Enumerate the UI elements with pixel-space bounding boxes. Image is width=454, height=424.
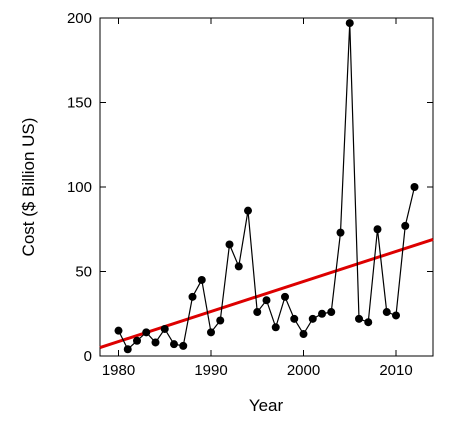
axis-ticks: 1980 1990 2000 2010 0 50 100 150 200 xyxy=(67,10,433,379)
data-point xyxy=(244,206,252,215)
x-tick-label: 1990 xyxy=(194,362,227,379)
y-tick-label: 200 xyxy=(67,10,92,27)
data-point xyxy=(271,323,280,332)
data-point xyxy=(382,308,391,317)
data-point xyxy=(345,19,354,28)
x-tick-label: 2010 xyxy=(379,362,412,379)
y-tick-label: 100 xyxy=(67,179,92,196)
x-tick-label: 2000 xyxy=(287,362,320,379)
data-point xyxy=(170,340,178,349)
data-point xyxy=(123,345,132,354)
data-point xyxy=(327,308,336,317)
data-point xyxy=(160,324,169,333)
x-axis-label: Year xyxy=(249,396,284,415)
data-point xyxy=(225,240,234,249)
data-point xyxy=(133,336,141,345)
data-point xyxy=(197,275,206,284)
data-point xyxy=(290,314,299,323)
data-point xyxy=(281,292,289,301)
data-point xyxy=(234,262,243,271)
data-point xyxy=(207,328,215,337)
trend-line-layer xyxy=(99,237,434,349)
x-tick-label: 1980 xyxy=(102,362,135,379)
data-point xyxy=(410,183,419,191)
data-point xyxy=(401,221,410,230)
y-tick-label: 50 xyxy=(75,264,92,281)
data-point xyxy=(253,308,262,317)
data-point xyxy=(114,326,123,335)
y-tick-label: 0 xyxy=(84,348,92,365)
data-point xyxy=(336,228,345,237)
data-series-layer xyxy=(114,19,419,354)
data-point xyxy=(392,311,400,320)
data-point xyxy=(299,330,308,339)
data-point xyxy=(355,314,363,323)
y-tick-label: 150 xyxy=(67,95,92,112)
data-point xyxy=(142,328,151,337)
data-point xyxy=(179,341,188,350)
data-point xyxy=(151,338,160,347)
data-point xyxy=(308,314,317,323)
data-point xyxy=(188,292,197,301)
data-point xyxy=(318,309,326,318)
plot-frame xyxy=(99,17,434,357)
y-axis-label: Cost ($ Billion US) xyxy=(19,118,38,257)
data-point xyxy=(262,296,271,305)
data-point xyxy=(364,318,373,327)
data-point xyxy=(373,225,382,234)
trend-line xyxy=(99,237,434,349)
data-point xyxy=(216,316,225,325)
